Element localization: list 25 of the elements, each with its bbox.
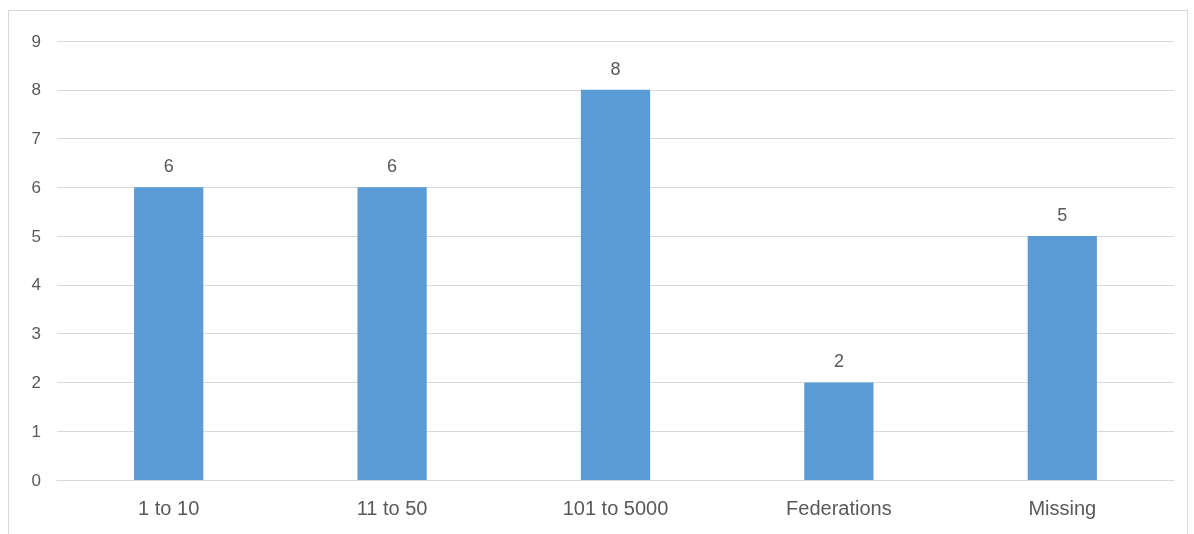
y-tick-label: 9 xyxy=(31,31,41,51)
bar xyxy=(804,382,874,480)
y-tick-label: 2 xyxy=(31,372,41,392)
y-tick-label: 3 xyxy=(31,324,41,344)
x-tick-label: 11 to 50 xyxy=(356,497,428,519)
bar xyxy=(580,89,651,480)
data-label: 2 xyxy=(833,351,844,372)
bar xyxy=(1027,236,1097,480)
x-tick-label: 1 to 10 xyxy=(138,497,200,519)
y-tick-label: 6 xyxy=(31,177,41,197)
bar xyxy=(357,187,427,480)
x-tick-label: Missing xyxy=(1028,497,1097,519)
data-label: 6 xyxy=(163,156,174,177)
y-tick-label: 8 xyxy=(31,80,41,100)
x-tick-label: Federations xyxy=(786,497,892,519)
data-label: 6 xyxy=(387,156,398,177)
data-label: 8 xyxy=(610,58,621,79)
y-tick-label: 0 xyxy=(31,470,41,490)
y-tick-label: 7 xyxy=(31,129,41,149)
bar xyxy=(134,187,204,480)
y-tick-label: 5 xyxy=(31,226,41,246)
x-tick-label: 101 to 5000 xyxy=(562,497,669,519)
y-tick-label: 4 xyxy=(31,275,41,295)
y-tick-label: 1 xyxy=(31,421,41,441)
data-label: 5 xyxy=(1057,205,1068,226)
